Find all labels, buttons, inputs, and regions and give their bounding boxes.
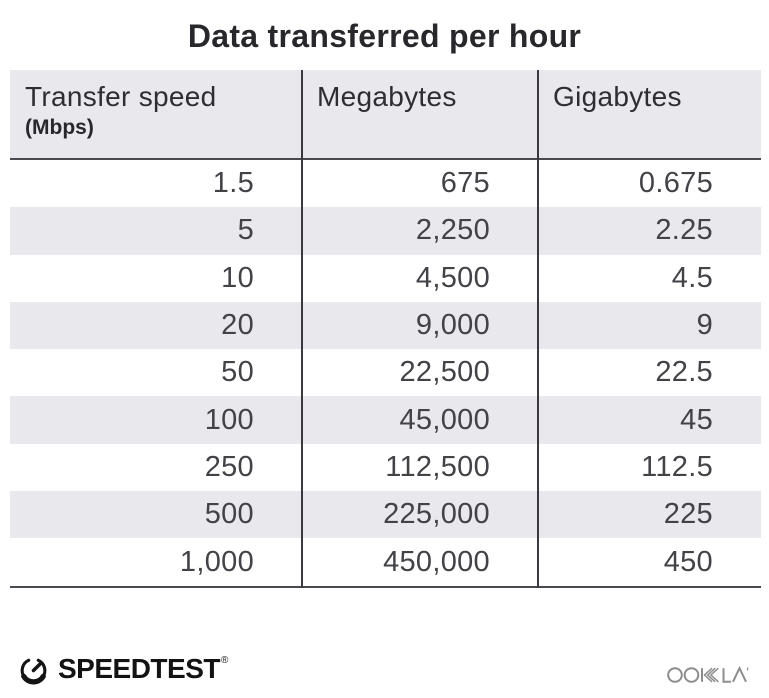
table-row: 500 225,000 225 — [10, 491, 761, 539]
page-title: Data transferred per hour — [187, 18, 582, 54]
column-header-sublabel: (Mbps) — [25, 116, 94, 140]
table-cell: 112.5 — [641, 450, 713, 483]
table-row: 10 4,500 4.5 — [10, 255, 761, 302]
table-cell: 10 — [221, 261, 254, 294]
table-cell: 2.25 — [655, 214, 713, 247]
table-cell: 112,500 — [385, 450, 490, 483]
table-cell: 9,000 — [415, 309, 490, 342]
table-row: 1,000 450,000 450 — [10, 538, 761, 585]
speedtest-gauge-icon — [20, 658, 47, 684]
table-cell: 500 — [204, 498, 254, 531]
table-cell: 9 — [696, 309, 713, 342]
table-header-row: Transfer speed (Mbps) Megabytes Gigabyte… — [10, 70, 761, 160]
table-cell: 22.5 — [655, 356, 713, 389]
table-cell: 1.5 — [212, 167, 254, 200]
table-cell: 450,000 — [383, 545, 490, 578]
table-cell: 250 — [204, 450, 254, 483]
column-header-label: Transfer speed — [25, 81, 217, 112]
column-header-megabytes: Megabytes — [302, 70, 538, 158]
column-header-label: Megabytes — [317, 81, 457, 112]
speedtest-logo: SPEEDTEST ® — [17, 650, 228, 688]
table-cell: 45 — [680, 403, 713, 436]
data-table: Transfer speed (Mbps) Megabytes Gigabyte… — [10, 70, 761, 588]
table-cell: 675 — [440, 167, 490, 200]
table-row: 5 2,250 2.25 — [10, 207, 761, 255]
column-header-transfer-speed: Transfer speed (Mbps) — [10, 70, 302, 158]
table-row: 100 45,000 45 — [10, 396, 761, 444]
table-cell: 5 — [237, 214, 254, 247]
table-cell: 2,250 — [415, 214, 490, 247]
table-cell: 22,500 — [399, 356, 490, 389]
table-cell: 100 — [204, 403, 254, 436]
table-row: 20 9,000 9 — [10, 301, 761, 350]
column-header-gigabytes: Gigabytes — [538, 70, 761, 158]
table-cell: 0.675 — [638, 167, 713, 200]
table-cell: 45,000 — [399, 403, 490, 436]
table-cell: 4,500 — [415, 261, 490, 294]
table-cell: 20 — [221, 309, 254, 342]
column-header-label: Gigabytes — [553, 81, 682, 112]
speedtest-wordmark: SPEEDTEST — [58, 653, 220, 684]
ookla-wordmark-icon — [667, 665, 749, 683]
table-cell: 225 — [663, 498, 713, 531]
column-divider-2 — [537, 70, 539, 588]
table-row: 250 112,500 112.5 — [10, 444, 761, 491]
ookla-logo: OOKLA — [667, 662, 749, 686]
table-cell: 1,000 — [179, 545, 254, 578]
table-cell: 450 — [663, 545, 713, 578]
table-cell: 225,000 — [383, 498, 490, 531]
table-cell: 50 — [221, 356, 254, 389]
table-cell: 4.5 — [671, 261, 713, 294]
registered-trademark-symbol: ® — [220, 655, 229, 666]
column-divider-1 — [301, 70, 303, 588]
table-body: 1.5 675 0.675 5 2,250 2.25 10 4,500 4.5 20 9,000 9 5… — [10, 160, 761, 588]
table-row: 1.5 675 0.675 — [10, 160, 761, 207]
table-row: 50 22,500 22.5 — [10, 349, 761, 396]
